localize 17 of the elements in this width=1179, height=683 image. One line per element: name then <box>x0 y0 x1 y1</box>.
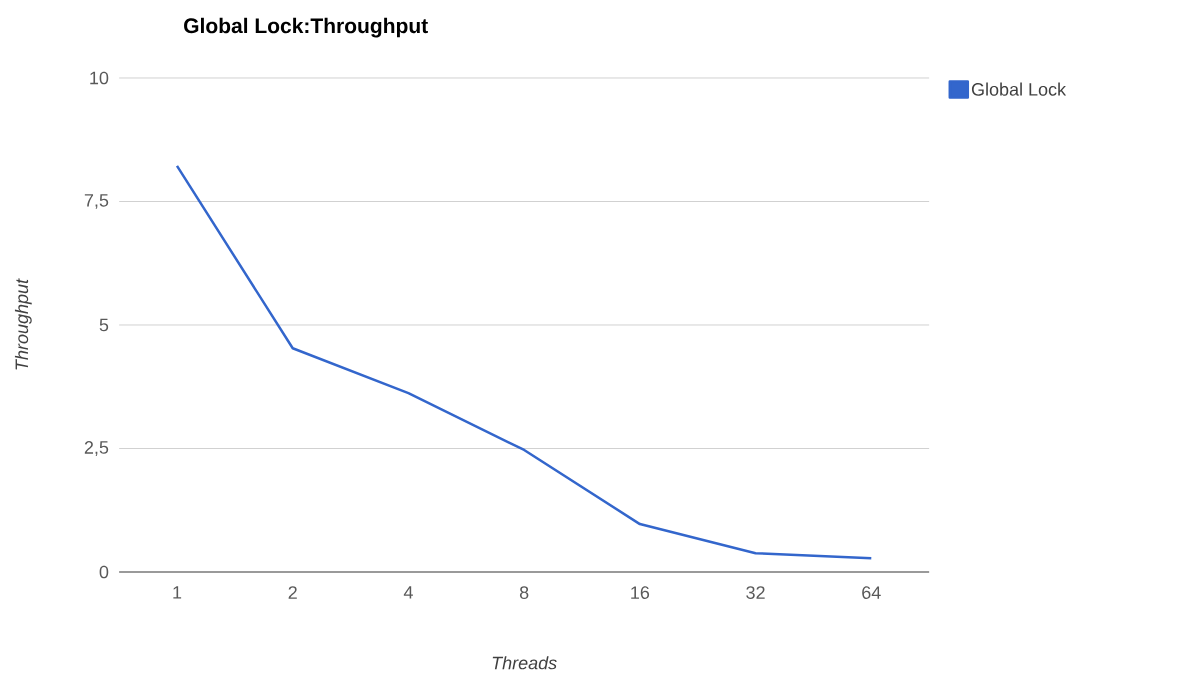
x-tick-label: 2 <box>288 586 297 599</box>
x-tick-label: 16 <box>631 586 650 599</box>
y-tick-label: 2,5 <box>84 441 109 456</box>
x-tick-label: 32 <box>746 586 765 599</box>
x-tick-label: 8 <box>519 586 529 599</box>
x-tick-label: 64 <box>862 586 881 599</box>
y-tick-label: 0 <box>99 565 109 579</box>
x-tick-label: 1 <box>173 586 182 599</box>
y-tick-label: 7,5 <box>84 194 109 209</box>
y-tick-label: 5 <box>99 318 109 332</box>
chart-title: Global Lock:Throughput <box>184 17 428 38</box>
x-axis-title: Threads <box>492 656 557 670</box>
y-tick-label: 10 <box>90 71 109 85</box>
legend-label: Global Lock <box>971 82 1067 96</box>
x-tick-label: 4 <box>403 586 413 599</box>
line-series <box>175 164 873 560</box>
y-axis-title: Throughput <box>14 278 32 370</box>
